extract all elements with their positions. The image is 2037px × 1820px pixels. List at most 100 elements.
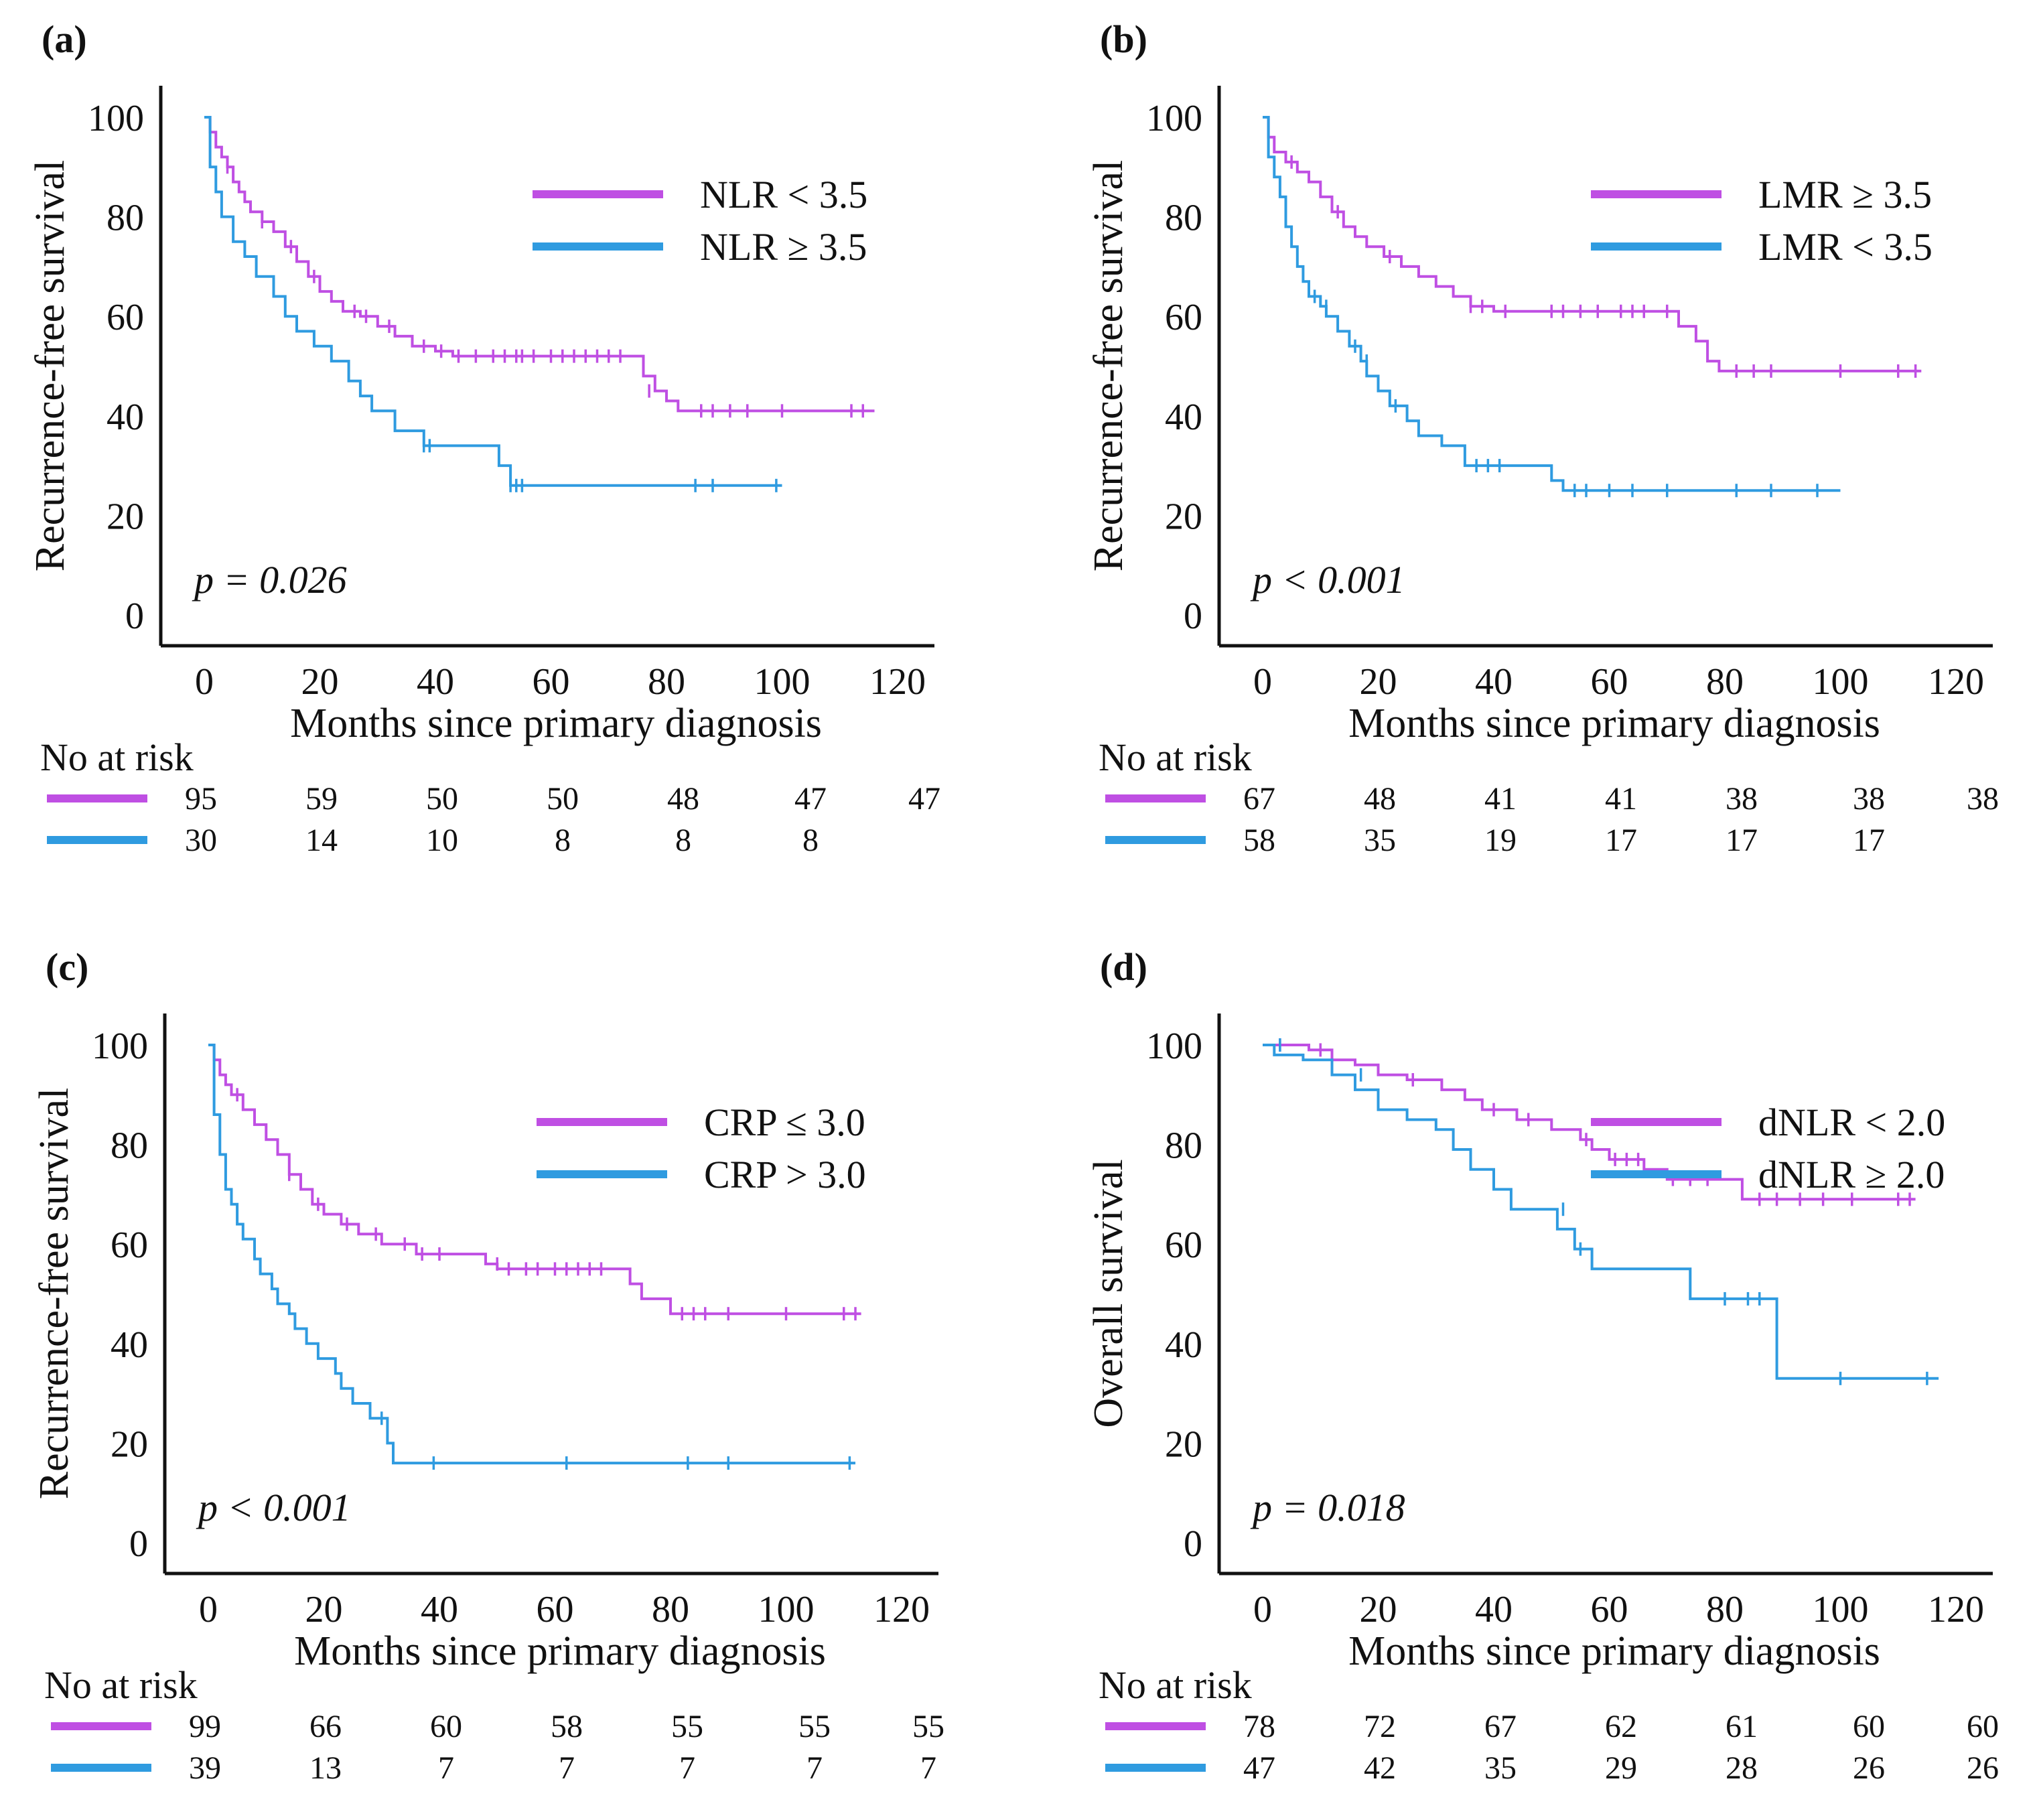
x-tick-label: 120	[1928, 1589, 1984, 1630]
risk-count: 35	[1364, 823, 1396, 858]
risk-count: 48	[667, 781, 699, 817]
risk-count: 59	[305, 781, 338, 817]
risk-count: 58	[1243, 823, 1275, 858]
chart-panel-c: (c) 0 20 40 60 80 100 0 20 40 60 80 100 120 Recurrence…	[31, 945, 944, 1786]
y-tick-label: 60	[1165, 297, 1202, 338]
risk-count: 29	[1605, 1750, 1637, 1786]
x-axis-title: Months since primary diagnosis	[294, 1628, 826, 1674]
risk-count: 55	[671, 1709, 703, 1744]
p-value: p < 0.001	[196, 1486, 351, 1529]
risk-table-title: No at risk	[1099, 736, 1252, 779]
risk-count: 26	[1967, 1750, 1999, 1786]
y-tick-label: 60	[107, 297, 144, 338]
x-tick-label: 100	[758, 1589, 815, 1630]
x-tick-label: 60	[1591, 1589, 1628, 1630]
p-value: p = 0.026	[192, 558, 347, 602]
x-tick-label: 60	[533, 661, 570, 703]
x-tick-label: 40	[417, 661, 454, 703]
legend-label-1: CRP ≤ 3.0	[704, 1101, 865, 1144]
risk-count: 30	[185, 823, 217, 858]
x-tick-label: 120	[873, 1589, 930, 1630]
risk-count: 17	[1726, 823, 1758, 858]
y-tick-label: 0	[1184, 1523, 1202, 1565]
y-tick-label: 80	[1165, 198, 1202, 239]
x-tick-label: 80	[1706, 1589, 1744, 1630]
x-tick-label: 0	[1253, 1589, 1272, 1630]
x-tick-label: 40	[1475, 1589, 1513, 1630]
y-axis-title: Recurrence-free survival	[1086, 160, 1131, 571]
risk-count: 7	[806, 1750, 823, 1786]
y-axis-title: Recurrence-free survival	[31, 1088, 77, 1499]
risk-count: 47	[908, 781, 940, 817]
risk-count: 60	[1967, 1709, 1999, 1744]
km-curve-2	[208, 1044, 855, 1465]
x-tick-label: 100	[754, 661, 811, 703]
y-tick-label: 20	[1165, 1423, 1202, 1465]
x-tick-label: 20	[305, 1589, 343, 1630]
y-tick-label: 0	[1184, 596, 1202, 637]
y-tick-label: 20	[111, 1423, 148, 1465]
x-tick-label: 0	[1253, 661, 1272, 703]
legend-label-2: dNLR ≥ 2.0	[1758, 1153, 1945, 1196]
y-tick-label: 0	[125, 596, 144, 637]
risk-count: 78	[1243, 1709, 1275, 1744]
risk-count: 7	[920, 1750, 936, 1786]
x-axis-title: Months since primary diagnosis	[1348, 701, 1880, 746]
risk-count: 62	[1605, 1709, 1637, 1744]
x-tick-label: 120	[1928, 661, 1984, 703]
risk-count: 99	[189, 1709, 221, 1744]
risk-count: 58	[551, 1709, 583, 1744]
risk-table-title: No at risk	[40, 736, 194, 779]
km-curve-1	[1263, 116, 1922, 372]
risk-count: 60	[430, 1709, 462, 1744]
risk-count: 72	[1364, 1709, 1396, 1744]
risk-count: 8	[802, 823, 819, 858]
panel-label: (c)	[46, 945, 88, 989]
x-tick-label: 60	[1591, 661, 1628, 703]
x-tick-label: 0	[199, 1589, 218, 1630]
x-tick-label: 20	[301, 661, 339, 703]
panel-label: (b)	[1100, 17, 1147, 61]
risk-count: 17	[1605, 823, 1637, 858]
y-tick-label: 40	[1165, 397, 1202, 438]
risk-count: 47	[1243, 1750, 1275, 1786]
y-tick-label: 40	[1165, 1324, 1202, 1366]
risk-count: 14	[305, 823, 338, 858]
risk-count: 35	[1484, 1750, 1517, 1786]
risk-count: 8	[555, 823, 571, 858]
risk-count: 17	[1853, 823, 1885, 858]
x-tick-label: 60	[537, 1589, 574, 1630]
y-tick-label: 40	[111, 1324, 148, 1366]
risk-count: 41	[1605, 781, 1637, 817]
y-axis-title: Recurrence-free survival	[27, 160, 73, 571]
x-tick-label: 40	[1475, 661, 1513, 703]
risk-count: 41	[1484, 781, 1517, 817]
risk-count: 55	[798, 1709, 831, 1744]
risk-count: 67	[1484, 1709, 1517, 1744]
risk-count: 39	[189, 1750, 221, 1786]
p-value: p < 0.001	[1250, 558, 1405, 602]
y-tick-label: 100	[1146, 98, 1202, 139]
risk-count: 10	[426, 823, 458, 858]
risk-count: 67	[1243, 781, 1275, 817]
y-tick-label: 60	[1165, 1224, 1202, 1266]
legend-label-2: LMR < 3.5	[1758, 225, 1933, 269]
km-curve-2	[1263, 1044, 1939, 1380]
x-tick-label: 0	[195, 661, 214, 703]
risk-count: 50	[547, 781, 579, 817]
risk-count: 28	[1726, 1750, 1758, 1786]
y-tick-label: 100	[92, 1026, 148, 1067]
x-axis-title: Months since primary diagnosis	[290, 701, 822, 746]
chart-panel-b: (b) 0 20 40 60 80 100 0 20 40 60 80 100 120 Recurrence…	[1086, 17, 1999, 858]
risk-count: 61	[1726, 1709, 1758, 1744]
risk-count: 38	[1726, 781, 1758, 817]
y-tick-label: 20	[1165, 496, 1202, 537]
risk-count: 7	[679, 1750, 695, 1786]
risk-count: 50	[426, 781, 458, 817]
risk-count: 47	[794, 781, 827, 817]
x-tick-label: 100	[1813, 1589, 1869, 1630]
risk-table-title: No at risk	[44, 1663, 198, 1707]
km-curve-2	[204, 116, 782, 487]
y-tick-label: 80	[107, 198, 144, 239]
